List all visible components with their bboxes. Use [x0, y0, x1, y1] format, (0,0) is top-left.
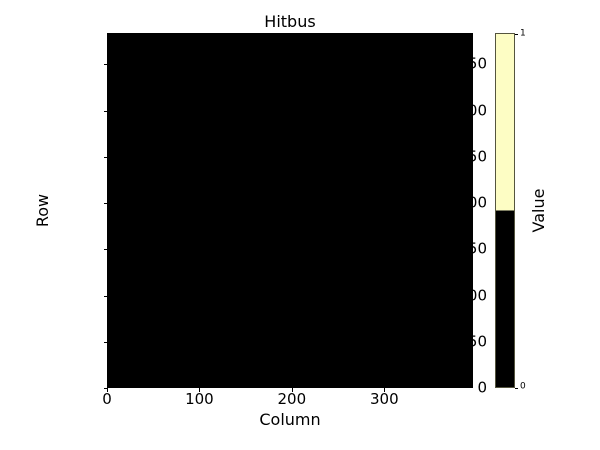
colorbar-tick-label-0: 0 — [520, 381, 526, 392]
ytick-mark-0 — [103, 388, 107, 389]
ytick-label-200: 200 — [458, 193, 487, 212]
ytick-label-150: 150 — [458, 239, 487, 258]
page-title: Hitbus — [264, 12, 316, 31]
xtick-label-0: 0 — [102, 390, 112, 408]
x-axis-label: Column — [259, 410, 321, 429]
ytick-mark-350 — [103, 64, 107, 66]
ytick-label-250: 250 — [458, 147, 487, 166]
ytick-mark-50 — [103, 341, 107, 343]
y-axis-label: Row — [33, 193, 52, 228]
colorbar-label-container: Value — [529, 33, 549, 388]
colorbar[interactable]: 1 0 — [495, 29, 526, 391]
ytick-label-300: 300 — [458, 101, 487, 120]
xtick-mark-300 — [384, 388, 386, 392]
xtick-mark-0 — [107, 388, 108, 392]
ytick-mark-250 — [103, 156, 107, 158]
ytick-mark-150 — [103, 249, 107, 251]
heatmap-image[interactable] — [107, 33, 473, 388]
xtick-label-300: 300 — [369, 390, 399, 408]
ytick-label-50: 50 — [467, 332, 487, 351]
colorbar-tick-mark-1 — [515, 33, 518, 35]
ytick-label-350: 350 — [458, 54, 487, 73]
ytick-mark-200 — [103, 203, 107, 205]
colorbar-tick-mark-0 — [515, 387, 518, 389]
colorbar-label: Value — [529, 188, 548, 233]
ytick-mark-300 — [103, 110, 107, 112]
ytick-label-100: 100 — [458, 286, 487, 304]
heatmap-axes[interactable] — [103, 33, 473, 392]
xtick-label-100: 100 — [185, 390, 214, 408]
xtick-label-200: 200 — [277, 390, 307, 408]
ytick-label-0: 0 — [477, 378, 487, 397]
xtick-mark-200 — [291, 388, 293, 392]
colorbar-gradient — [495, 33, 515, 388]
ytick-mark-100 — [103, 295, 107, 297]
colorbar-tick-label-1: 1 — [520, 28, 526, 39]
xtick-mark-100 — [199, 388, 201, 392]
y-axis-label-container: Row — [32, 33, 54, 388]
